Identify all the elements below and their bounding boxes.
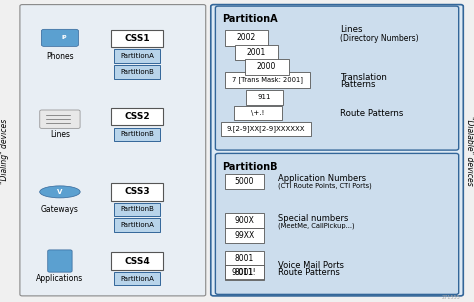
Text: PartitionA: PartitionA [120,276,154,281]
Bar [221,121,310,136]
Text: 9.[2-9]XX[2-9]XXXXXX: 9.[2-9]XX[2-9]XXXXXX [227,125,305,132]
Text: PartitionB: PartitionB [222,162,277,172]
Text: CSS4: CSS4 [124,256,150,265]
Text: PartitionA: PartitionA [222,14,277,24]
Ellipse shape [40,186,80,198]
FancyBboxPatch shape [215,6,459,150]
Bar [234,106,282,120]
Text: 99XX: 99XX [234,231,254,240]
Text: CSS2: CSS2 [124,112,150,121]
Bar [110,252,164,270]
Bar [225,265,264,280]
Text: 271555: 271555 [441,295,460,300]
Bar [114,65,160,79]
Bar [245,59,289,75]
Text: 8001: 8001 [235,268,254,277]
Bar [225,228,264,243]
Bar [110,108,164,125]
Text: PartitionB: PartitionB [120,131,154,137]
Bar [246,90,283,105]
FancyBboxPatch shape [40,110,80,128]
Text: Application Numbers: Application Numbers [278,174,366,183]
Text: Translation: Translation [340,72,387,82]
Bar [225,72,310,88]
Text: 911: 911 [258,95,271,101]
Bar [225,251,264,265]
FancyBboxPatch shape [215,153,459,294]
Text: Route Patterns: Route Patterns [340,109,404,117]
Text: Lines: Lines [340,25,363,34]
Text: Special numbers: Special numbers [278,214,349,223]
Bar [225,265,264,279]
Bar [110,183,164,201]
Text: (CTI Route Points, CTI Ports): (CTI Route Points, CTI Ports) [278,183,372,189]
FancyBboxPatch shape [41,29,79,47]
Text: Voice Mail Ports: Voice Mail Ports [278,261,345,270]
FancyBboxPatch shape [20,5,206,296]
Text: Route Patterns: Route Patterns [278,268,340,277]
Text: "Dialing" devices: "Dialing" devices [0,118,9,184]
Bar [225,174,264,188]
Bar [110,30,164,47]
Text: Patterns: Patterns [340,80,376,89]
Text: 7 [Trans Mask: 2001]: 7 [Trans Mask: 2001] [232,77,302,83]
Text: PartitionA: PartitionA [120,53,154,59]
Text: V: V [57,189,63,195]
Bar [225,213,264,228]
Text: Gateways: Gateways [41,205,79,214]
Bar [225,30,268,46]
Text: 900X: 900X [234,216,254,225]
Bar [114,272,160,285]
Text: Lines: Lines [50,130,70,139]
Text: 9.011!: 9.011! [232,268,256,277]
Text: 2002: 2002 [237,34,256,43]
Text: 2000: 2000 [257,62,276,71]
Text: "Dialable" devices: "Dialable" devices [465,116,474,186]
Bar [114,218,160,232]
Text: PartitionB: PartitionB [120,207,154,213]
Bar [114,203,160,216]
Bar [114,127,160,141]
Text: PartitionA: PartitionA [120,222,154,228]
FancyBboxPatch shape [211,5,463,296]
Text: (Directory Numbers): (Directory Numbers) [340,34,419,43]
Text: CSS3: CSS3 [124,187,150,196]
Text: Phones: Phones [46,52,74,61]
Text: (MeetMe, CallPickup...): (MeetMe, CallPickup...) [278,222,355,229]
Text: \+.!: \+.! [251,110,264,116]
Text: 8001: 8001 [235,253,254,262]
Text: 2001: 2001 [247,48,266,57]
Bar [235,45,278,60]
Text: Applications: Applications [36,274,83,283]
Text: PartitionB: PartitionB [120,69,154,75]
Text: CSS1: CSS1 [124,34,150,43]
Text: 5000: 5000 [234,177,254,186]
Text: IP: IP [62,35,67,40]
Bar [114,50,160,63]
FancyBboxPatch shape [48,250,72,272]
